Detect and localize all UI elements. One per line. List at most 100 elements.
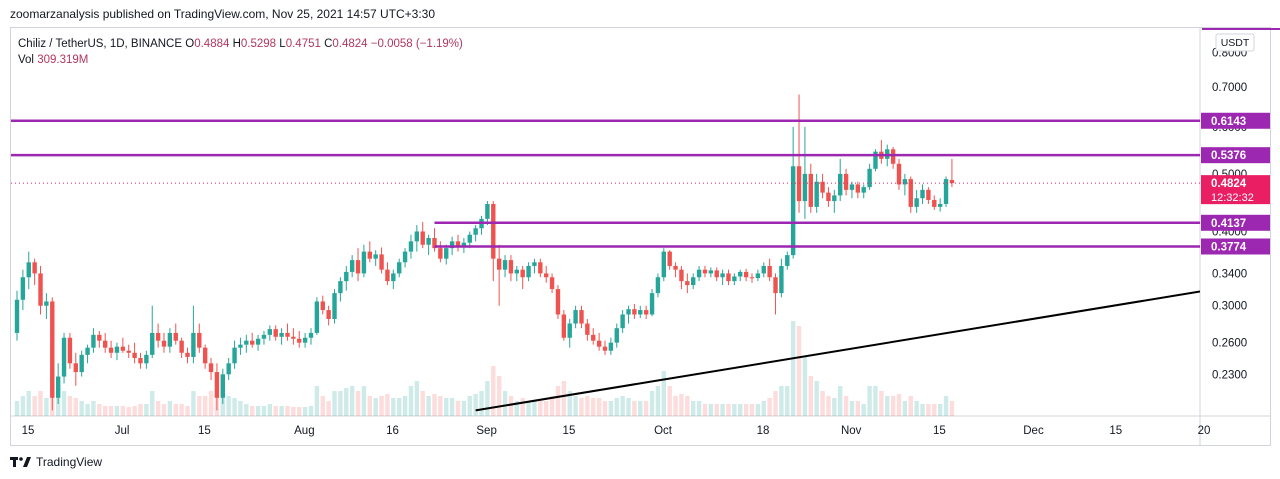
volume-bar xyxy=(114,406,120,416)
candle-body xyxy=(344,271,349,282)
volume-bar xyxy=(679,394,684,416)
candle-body xyxy=(373,254,378,259)
candle-body xyxy=(785,255,790,266)
candle-body xyxy=(355,260,361,274)
volume-bar xyxy=(320,396,325,416)
volume-bar xyxy=(197,396,202,416)
candle-body xyxy=(173,332,178,341)
candle-body xyxy=(179,340,184,353)
volume-bar xyxy=(561,381,567,416)
volume-bar xyxy=(544,401,549,416)
candle-body xyxy=(38,273,43,306)
candle-body xyxy=(914,198,919,207)
tradingview-footer[interactable]: TradingView xyxy=(10,455,102,469)
candle-body xyxy=(61,337,67,377)
volume-bar xyxy=(232,398,237,416)
volume-bar xyxy=(520,398,525,416)
candle-body xyxy=(67,337,73,364)
candle-body xyxy=(932,199,937,207)
candle-body xyxy=(655,277,661,294)
symbol-title[interactable]: Chiliz / TetherUS, 1D, BINANCE xyxy=(18,38,183,50)
candle-body xyxy=(496,258,502,270)
high-value: 0.5298 xyxy=(240,38,277,50)
volume-bar xyxy=(126,407,131,416)
candle-body xyxy=(391,273,396,282)
candle-body xyxy=(855,184,861,193)
volume-bar xyxy=(355,391,361,416)
volume-bar xyxy=(67,396,73,416)
open-value: 0.4884 xyxy=(194,38,230,50)
candle-body xyxy=(379,254,384,270)
close-label: C xyxy=(324,38,333,50)
candle-body xyxy=(796,166,802,202)
candle-body xyxy=(26,262,31,278)
candle-body xyxy=(473,228,478,235)
volume-bar xyxy=(308,406,314,416)
candle-body xyxy=(97,334,102,341)
volume-bar xyxy=(150,391,155,416)
candle-body xyxy=(620,314,625,329)
candle-body xyxy=(743,271,749,278)
low-value: 0.4751 xyxy=(285,38,321,50)
candle-body xyxy=(255,338,261,345)
candle-body xyxy=(502,260,508,270)
candle-body xyxy=(544,273,549,278)
candle-body xyxy=(449,241,455,249)
candle-body xyxy=(591,334,596,341)
volume-bar xyxy=(185,406,190,416)
volume-bar xyxy=(155,401,161,416)
volume-bar xyxy=(808,376,813,416)
candle-body xyxy=(696,269,702,278)
volume-bar xyxy=(485,381,490,416)
candle-body xyxy=(244,340,249,345)
volume-bar xyxy=(326,401,331,416)
level-price-text: 0.6143 xyxy=(1211,116,1246,128)
level-price-text: 0.5376 xyxy=(1211,150,1246,162)
volume-bar xyxy=(338,391,343,416)
volume-bar xyxy=(432,394,437,416)
low-label: L xyxy=(279,38,286,50)
volume-bar xyxy=(932,404,937,416)
candle-body xyxy=(161,340,167,347)
volume-bar xyxy=(596,398,602,416)
volume-bar xyxy=(714,404,719,416)
candle-body xyxy=(91,334,96,348)
volume-bar xyxy=(144,404,149,416)
volume-bar xyxy=(549,396,555,416)
candle-body xyxy=(308,332,314,338)
candle-body xyxy=(773,277,778,294)
price-tick-label: 0.3400 xyxy=(1212,268,1247,280)
volume-bar xyxy=(567,391,572,416)
volume-bar xyxy=(585,396,590,416)
volume-bar xyxy=(244,404,249,416)
candle-body xyxy=(85,347,90,355)
volume-bar xyxy=(849,401,855,416)
candle-body xyxy=(144,354,149,364)
candle-body xyxy=(649,293,655,315)
volume-bar xyxy=(702,404,708,416)
candle-body xyxy=(520,269,525,278)
candle-body xyxy=(408,241,414,252)
candle-body xyxy=(779,265,784,294)
volume-bar xyxy=(179,404,184,416)
currency-label: USDT xyxy=(1221,37,1250,49)
price-tick-label: 0.3000 xyxy=(1212,301,1247,313)
candle-body xyxy=(279,332,284,337)
volume-bar xyxy=(138,404,143,416)
time-tick-label: Aug xyxy=(294,425,314,437)
time-tick-label: 15 xyxy=(933,425,946,437)
volume-bar xyxy=(843,396,849,416)
volume-bar xyxy=(508,396,514,416)
volume-bar xyxy=(397,398,402,416)
candle-body xyxy=(720,273,725,278)
volume-bar xyxy=(420,391,425,416)
volume-bar xyxy=(861,404,866,416)
candle-body xyxy=(385,269,390,282)
volume-bar xyxy=(32,396,37,416)
volume-bar xyxy=(496,376,502,416)
volume-bar xyxy=(73,398,78,416)
volume-bar xyxy=(855,401,861,416)
volume-bar xyxy=(920,404,925,416)
candle-body xyxy=(943,179,949,204)
